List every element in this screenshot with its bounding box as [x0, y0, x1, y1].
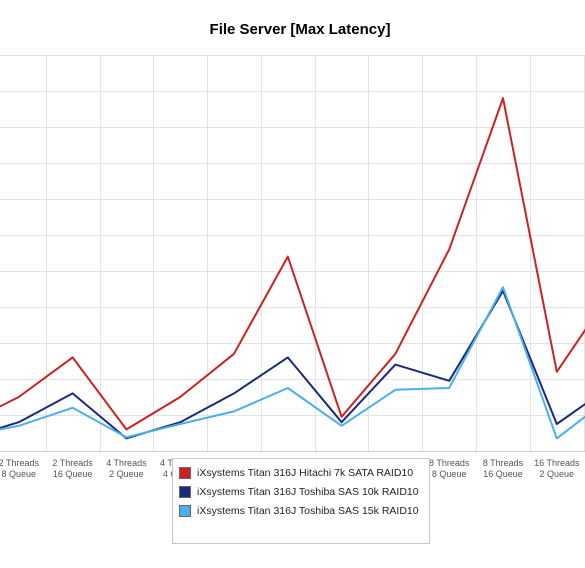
series-lines [0, 97, 585, 440]
legend-item: iXsystems Titan 316J Hitachi 7k SATA RAI… [179, 463, 423, 482]
x-tick-label: 2 Threads 8 Queue [0, 458, 39, 479]
series-line-3 [0, 286, 585, 440]
legend-swatch [179, 485, 191, 498]
x-tick-label: 8 Threads 16 Queue [483, 458, 524, 479]
legend-item: iXsystems Titan 316J Toshiba SAS 10k RAI… [179, 482, 423, 501]
chart-title: File Server [Max Latency] [209, 21, 391, 38]
series-line-2 [0, 289, 585, 440]
x-tick-label: 16 Threads 2 Queue [534, 458, 580, 479]
x-tick-label: 8 Threads 8 Queue [429, 458, 470, 479]
legend-label: iXsystems Titan 316J Toshiba SAS 15k RAI… [197, 504, 419, 517]
legend-swatch [179, 466, 191, 479]
series-line-1 [0, 97, 585, 431]
x-tick-label: 2 Threads 16 Queue [52, 458, 93, 479]
legend-label: iXsystems Titan 316J Hitachi 7k SATA RAI… [197, 466, 414, 479]
legend: iXsystems Titan 316J Hitachi 7k SATA RAI… [172, 458, 430, 544]
x-tick-label: 4 Threads 2 Queue [106, 458, 147, 479]
legend-item: iXsystems Titan 316J Toshiba SAS 15k RAI… [179, 501, 423, 520]
legend-swatch [179, 504, 191, 517]
legend-label: iXsystems Titan 316J Toshiba SAS 10k RAI… [197, 485, 419, 498]
